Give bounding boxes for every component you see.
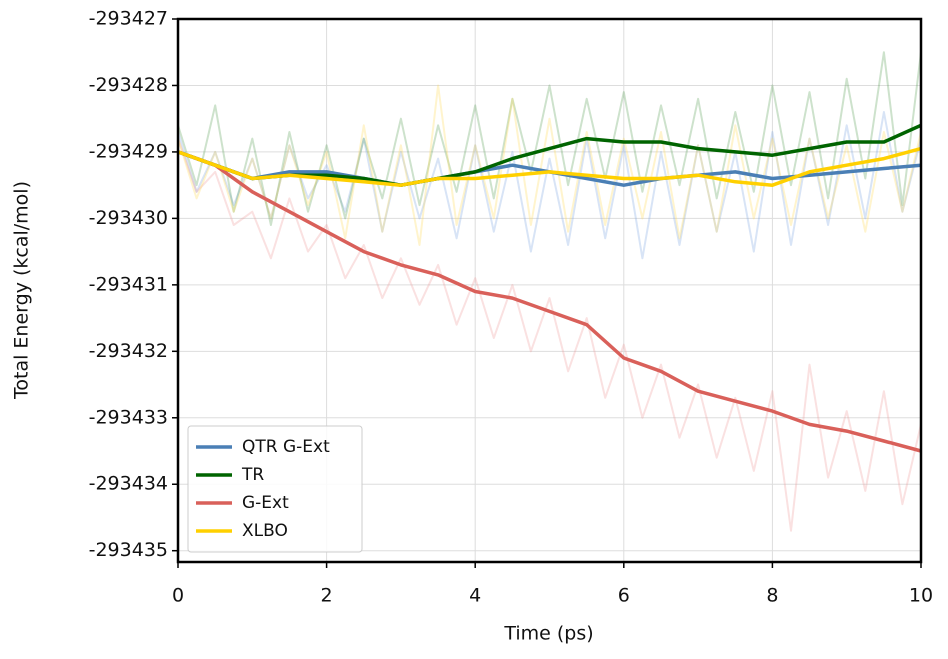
x-axis-label: Time (ps) [503,623,593,645]
x-tick-label: 8 [766,585,778,607]
y-tick-label: -293432 [89,340,168,362]
legend-label: XLBO [242,521,288,541]
raw-line [177,138,922,532]
series-line [177,146,922,187]
legend-label: QTR G-Ext [242,437,330,457]
y-tick-label: -293435 [89,539,168,561]
y-tick-label: -293427 [89,8,168,30]
series-line [177,150,922,453]
x-tick-label: 6 [618,585,630,607]
series-line [177,150,922,187]
y-tick-label: -293429 [89,140,168,162]
plot-frame [176,17,923,564]
y-tick-label: -293434 [89,473,168,495]
legend-label: TR [241,465,264,485]
x-tick-label: 2 [321,585,333,607]
legend-box [187,425,363,553]
y-tick-label: -293431 [89,273,168,295]
x-tick-label: 4 [469,585,481,607]
x-tick-label: 10 [909,585,933,607]
legend-label: G-Ext [242,493,289,513]
y-axis-label: Total Energy (kcal/mol) [11,181,33,400]
y-tick-label: -293433 [89,406,168,428]
y-tick-label: -293428 [89,74,168,96]
raw-line [177,51,922,226]
raw-line [177,111,922,260]
x-tick-label: 0 [172,585,184,607]
raw-line [177,84,922,246]
legend: QTR G-Ext TR G-Ext XLBO [187,425,363,553]
y-tick-label: -293430 [89,207,168,229]
